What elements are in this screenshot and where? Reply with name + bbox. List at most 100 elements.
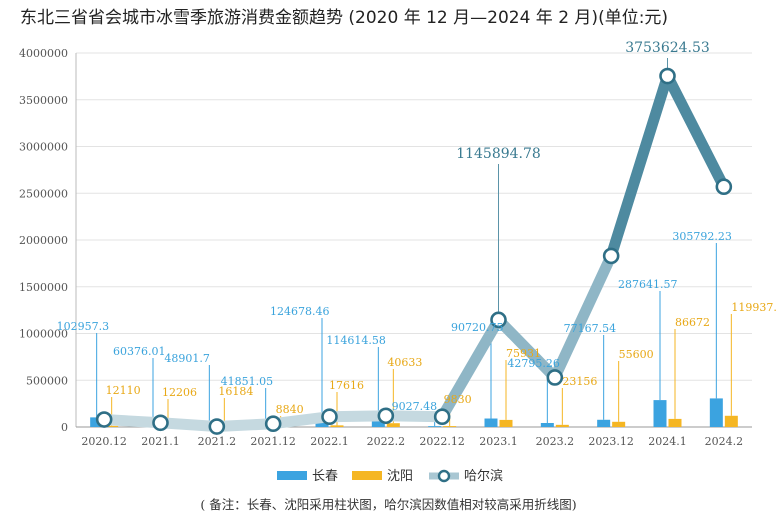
bar-changchun (709, 398, 723, 427)
x-tick-label: 2022.1 (310, 435, 349, 448)
bar-shenyang (668, 418, 682, 427)
bar-changchun (653, 400, 667, 427)
bar-shenyang (724, 415, 738, 427)
data-label-changchun: 114614.58 (326, 334, 386, 347)
harbin-point (321, 408, 338, 426)
data-label-changchun: 124678.46 (270, 305, 330, 318)
harbin-line-segment (380, 410, 448, 423)
bar-shenyang (612, 421, 626, 427)
data-label-shenyang: 12206 (162, 386, 197, 399)
x-tick-label: 2023.1 (479, 435, 518, 448)
data-labels: 102957.3 12110 60376.01 12206 48901.7 1618441… (57, 40, 777, 416)
data-label-shenyang: 86672 (675, 316, 710, 329)
y-tick-label: 2500000 (19, 187, 68, 200)
data-label-shenyang: 12110 (106, 384, 141, 397)
bar-changchun (484, 418, 498, 427)
bar-shenyang (105, 425, 119, 427)
legend-swatch-harbin-point (437, 469, 451, 483)
data-label-shenyang: 75931 (506, 347, 541, 360)
y-tick-label: 3000000 (19, 141, 68, 154)
y-tick-label: 3500000 (19, 94, 68, 107)
harbin-line-segment (324, 410, 392, 423)
data-label-changchun: 287641.57 (618, 278, 678, 291)
x-tick-label: 2023.2 (536, 435, 575, 448)
y-tick-label: 0 (61, 421, 68, 434)
chart-note: ( 备注：长春、沈阳采用柱状图，哈尔滨因数值相对较高采用折线图) (200, 497, 577, 512)
harbin-point (602, 247, 620, 265)
legend-swatch-changchun (277, 471, 307, 480)
harbin-point (715, 178, 733, 196)
data-label-changchun: 90720.75 (451, 321, 504, 334)
bar-changchun (540, 422, 554, 427)
data-label-shenyang: 16184 (218, 385, 253, 398)
data-label-shenyang: 17616 (329, 379, 364, 392)
data-label-shenyang: 23156 (562, 375, 597, 388)
grid (76, 52, 752, 428)
harbin-point (208, 418, 226, 435)
data-label-changchun: 41851.05 (221, 375, 274, 388)
bar-changchun (371, 416, 385, 427)
legend-swatch-shenyang (352, 471, 382, 480)
data-label-shenyang: 8840 (276, 403, 304, 416)
data-label-changchun: 77167.54 (564, 322, 617, 335)
harbin-point (152, 414, 169, 432)
harbin-point (377, 407, 395, 425)
harbin-line-segment (605, 70, 673, 262)
x-tick-label: 2021.2 (198, 435, 237, 448)
data-label-changchun: 305792.23 (672, 230, 732, 243)
data-label-changchun: 42795.26 (507, 357, 560, 370)
x-tick-label: 2021.12 (250, 435, 296, 448)
axes: 0 500000 1000000 1500000 2000000 2500000 30000… (19, 47, 752, 448)
x-tick-label: 2023.12 (588, 435, 634, 448)
data-label-changchun: 60376.01 (113, 345, 166, 358)
harbin-line-segment (155, 417, 223, 433)
data-label-shenyang: 55600 (619, 348, 654, 361)
harbin-line-segment (662, 70, 730, 193)
harbin-line-segment (98, 414, 166, 429)
harbin-line (95, 67, 733, 435)
harbin-line-segment (436, 314, 504, 423)
harbin-line-segment (267, 411, 335, 430)
harbin-point (490, 311, 507, 329)
bar-shenyang (555, 424, 569, 427)
legend-label-harbin: 哈尔滨 (464, 468, 503, 484)
x-tick-label: 2024.1 (648, 435, 687, 448)
x-tick-label: 2020.12 (81, 435, 127, 448)
data-label-changchun: 48901.7 (164, 352, 210, 365)
y-tick-label: 500000 (26, 374, 68, 387)
y-tick-label: 1500000 (19, 281, 68, 294)
chart-title: 东北三省省会城市冰雪季旅游消费金额趋势 (2020 年 12 月—2024 年 … (20, 8, 669, 28)
data-label-shenyang: 9830 (444, 393, 472, 406)
legend-label-changchun: 长春 (312, 469, 338, 484)
leader-lines (96, 58, 732, 427)
data-label-harbin: 1145894.78 (456, 146, 541, 162)
data-label-shenyang: 40633 (387, 356, 422, 369)
y-tick-label: 4000000 (19, 47, 68, 60)
harbin-point (659, 67, 676, 85)
legend: 长春 沈阳 哈尔滨 (277, 468, 503, 484)
data-label-harbin: 3753624.53 (625, 40, 710, 56)
harbin-line-segment (211, 418, 279, 433)
bar-shenyang (386, 423, 400, 427)
x-tick-label: 2022.2 (367, 435, 406, 448)
bar-changchun (597, 419, 611, 427)
harbin-line-segment (493, 314, 561, 383)
y-tick-label: 2000000 (19, 234, 68, 247)
harbin-point (546, 369, 564, 386)
y-tick-label: 1000000 (19, 328, 68, 341)
x-tick-label: 2021.1 (141, 435, 180, 448)
harbin-point (433, 408, 451, 426)
bar-changchun (428, 426, 442, 427)
legend-label-shenyang: 沈阳 (387, 469, 413, 484)
harbin-point (264, 415, 282, 433)
bar-shenyang (330, 425, 344, 427)
x-tick-label: 2024.2 (705, 435, 744, 448)
data-label-changchun: 9027.48 (392, 400, 438, 413)
data-label-changchun: 102957.3 (57, 320, 110, 333)
x-tick-label: 2022.12 (419, 435, 465, 448)
harbin-point (95, 411, 113, 428)
harbin-line-segment (549, 250, 617, 383)
bar-shenyang (499, 419, 513, 427)
bar-shenyang (443, 426, 457, 427)
